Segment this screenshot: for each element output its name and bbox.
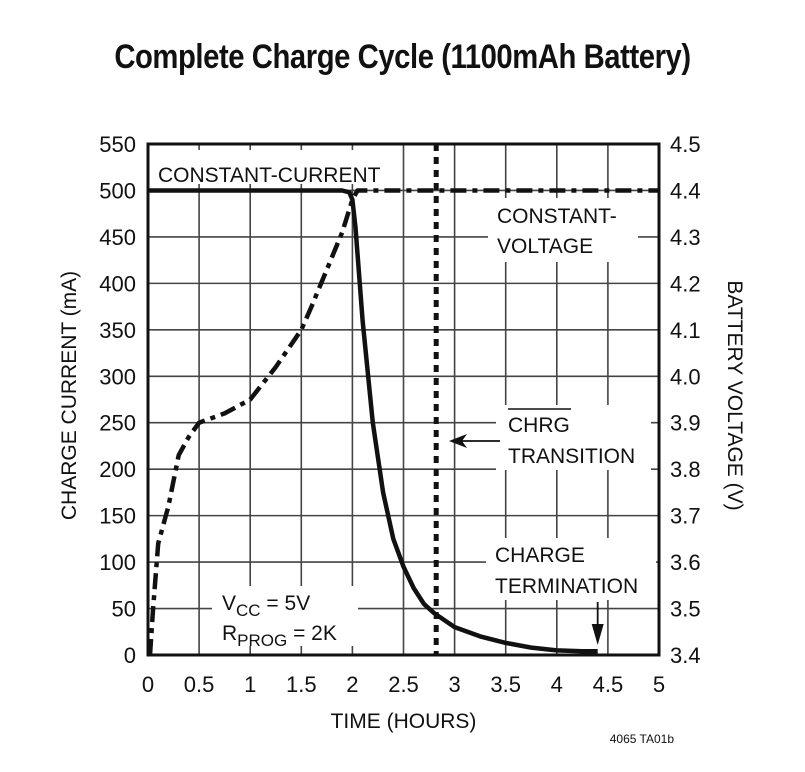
x-axis-label: TIME (HOURS) bbox=[331, 710, 477, 733]
y2-tick-label: 4.2 bbox=[670, 271, 701, 296]
x-tick-label: 4.5 bbox=[593, 672, 624, 697]
charge-label: CHARGE bbox=[495, 544, 585, 567]
y2-tick-label: 4.4 bbox=[670, 178, 701, 203]
y-tick-label: 400 bbox=[99, 271, 136, 296]
y-axis-label: CHARGE CURRENT (mA) bbox=[58, 271, 81, 520]
x-tick-label: 4 bbox=[551, 672, 563, 697]
x-tick-label: 1 bbox=[244, 672, 256, 697]
grid-lines bbox=[147, 143, 660, 656]
constant-voltage-label-1: CONSTANT- bbox=[497, 205, 617, 228]
vcc-label: VCC = 5V bbox=[222, 592, 310, 620]
label-background bbox=[496, 405, 651, 470]
y-tick-label: 200 bbox=[99, 457, 136, 482]
axes: 0 0.5 1 1.5 2 2.5 3 3.5 4 4.5 50501001502002503003… bbox=[58, 132, 746, 746]
x-tick-label: 0 bbox=[142, 672, 154, 697]
y-tick-label: 100 bbox=[99, 550, 136, 575]
plot-frame bbox=[146, 142, 661, 657]
battery-voltage-curve bbox=[147, 188, 659, 656]
chrg-label: CHRG bbox=[508, 414, 570, 437]
x-tick-label: 1.5 bbox=[286, 672, 317, 697]
data-curves bbox=[147, 144, 659, 656]
charge-current-curve bbox=[148, 188, 598, 654]
y2-tick-label: 4.3 bbox=[670, 225, 701, 250]
x-tick-label: 3.5 bbox=[490, 672, 521, 697]
y2-axis-label: BATTERY VOLTAGE (V) bbox=[723, 280, 746, 510]
y-tick-label: 500 bbox=[99, 178, 136, 203]
rprog-label: RPROG = 2K bbox=[222, 622, 337, 650]
y2-tick-label: 4.0 bbox=[670, 364, 701, 389]
plot-border bbox=[146, 142, 661, 657]
y-tick-label: 300 bbox=[99, 364, 136, 389]
y2-tick-label: 3.7 bbox=[670, 504, 701, 529]
arrow-left-icon bbox=[449, 434, 467, 448]
y-tick-label: 150 bbox=[99, 504, 136, 529]
figure-id: 4065 TA01b bbox=[610, 732, 675, 746]
label-background bbox=[154, 150, 399, 184]
y-tick-label: 250 bbox=[99, 411, 136, 436]
y-tick-label: 50 bbox=[112, 597, 136, 622]
y2-tick-label: 3.5 bbox=[670, 597, 701, 622]
y2-tick-label: 3.9 bbox=[670, 411, 701, 436]
x-tick-label: 3 bbox=[448, 672, 460, 697]
y2-tick-label: 3.4 bbox=[670, 643, 701, 668]
y-tick-label: 0 bbox=[124, 643, 136, 668]
label-background bbox=[212, 586, 358, 646]
y2-tick-label: 3.8 bbox=[670, 457, 701, 482]
y2-tick-label: 4.5 bbox=[670, 132, 701, 157]
label-background bbox=[488, 198, 638, 262]
chart-title: Complete Charge Cycle (1100mAh Battery) bbox=[114, 38, 691, 76]
y-tick-label: 450 bbox=[99, 225, 136, 250]
y2-tick-label: 4.1 bbox=[670, 318, 701, 343]
annotations: CONSTANT-CURRENT CONSTANT- VOLTAGE CHRG TRAN… bbox=[158, 164, 638, 650]
x-tick-label: 5 bbox=[653, 672, 665, 697]
y-tick-label: 350 bbox=[99, 318, 136, 343]
y2-tick-label: 3.6 bbox=[670, 550, 701, 575]
constant-voltage-label-2: VOLTAGE bbox=[497, 235, 593, 258]
x-tick-label: 2.5 bbox=[388, 672, 419, 697]
constant-current-label: CONSTANT-CURRENT bbox=[158, 164, 381, 187]
x-tick-label: 0.5 bbox=[184, 672, 215, 697]
termination-label: TERMINATION bbox=[495, 575, 638, 598]
x-tick-label: 2 bbox=[346, 672, 358, 697]
label-background bbox=[486, 538, 656, 600]
arrow-down-icon bbox=[591, 624, 604, 645]
y-tick-label: 550 bbox=[99, 132, 136, 157]
transition-label: TRANSITION bbox=[508, 445, 635, 468]
